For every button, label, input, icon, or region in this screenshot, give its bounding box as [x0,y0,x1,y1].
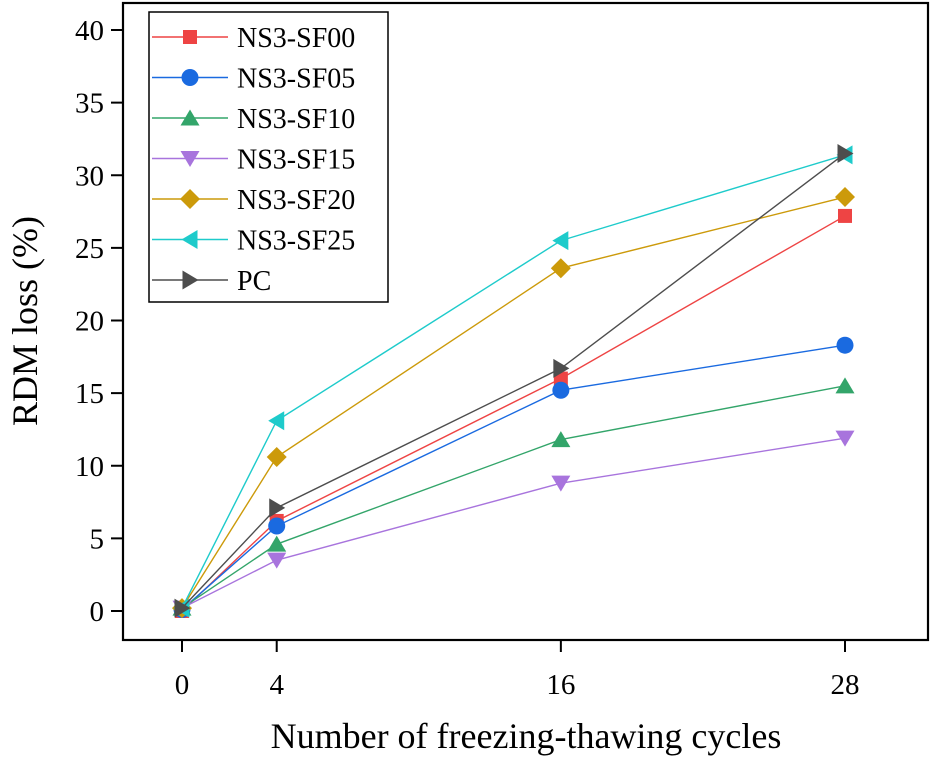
x-tick-label: 0 [175,669,190,701]
legend-item: PC [152,266,271,297]
series-ns3-sf25 [173,145,853,618]
legend-marker [181,69,199,86]
data-point [268,517,286,535]
data-point [835,187,855,208]
series-line [181,385,846,609]
legend-item: NS3-SF05 [152,64,355,95]
y-tick-label: 5 [90,523,105,555]
data-point [174,598,191,618]
y-axis-title: RDM loss (%) [5,216,45,426]
data-point [838,208,852,223]
data-point [552,381,570,399]
data-point [837,143,854,163]
series-line [181,196,846,609]
y-tick-label: 40 [75,15,104,47]
series-line [181,154,846,609]
data-point [266,447,287,468]
y-tick-label: 15 [75,378,104,410]
legend-label: NS3-SF25 [237,226,355,257]
legend-label: NS3-SF20 [237,185,355,216]
series-line [181,344,846,611]
data-point [268,411,285,431]
data-point [269,498,286,518]
legend-marker [181,230,198,249]
data-point [553,358,570,378]
series-line [181,215,846,612]
legend-label: NS3-SF05 [237,64,355,95]
series-line [181,152,846,609]
x-tick-label: 16 [546,669,575,701]
legend-marker [180,151,200,167]
legend-label: NS3-SF15 [237,145,355,176]
data-point [267,535,287,552]
data-point [551,475,571,492]
legend-item: NS3-SF25 [152,226,355,257]
y-tick-label: 10 [75,451,104,483]
legend-label: NS3-SF10 [237,104,355,135]
legend-marker [182,270,199,290]
data-point [835,430,855,447]
series-line [181,437,846,609]
y-tick-label: 0 [90,596,105,628]
y-tick-label: 30 [75,160,104,192]
data-point [551,431,571,448]
legend-marker [180,109,200,126]
legend-label: PC [237,266,271,297]
series-ns3-sf05 [173,336,854,619]
data-point [835,377,855,394]
legend-marker [183,30,197,44]
series-pc [174,143,854,618]
legend-label: NS3-SF00 [237,23,355,54]
legend-item: NS3-SF20 [152,185,355,216]
legend: NS3-SF00 NS3-SF05 NS3-SF10 NS3-SF15 NS3-SF20… [148,11,389,303]
x-tick-label: 4 [269,669,284,701]
data-point [267,552,287,569]
legend-item: NS3-SF00 [152,23,355,54]
x-tick-label: 28 [831,669,860,701]
legend-item: NS3-SF15 [152,145,355,176]
legend-item: NS3-SF10 [152,104,355,135]
y-tick-label: 25 [75,233,104,265]
y-axis: 0 5 10 15 20 25 30 35 40 [75,15,123,628]
y-tick-label: 35 [75,88,104,120]
legend-marker [180,189,200,209]
series-layer [172,143,855,619]
x-axis-title: Number of freezing-thawing cycles [271,716,782,756]
data-point [836,336,854,354]
data-point [552,231,569,251]
data-point [550,258,571,279]
x-axis: 0 4 16 28 [175,640,860,701]
y-tick-label: 20 [75,306,104,338]
